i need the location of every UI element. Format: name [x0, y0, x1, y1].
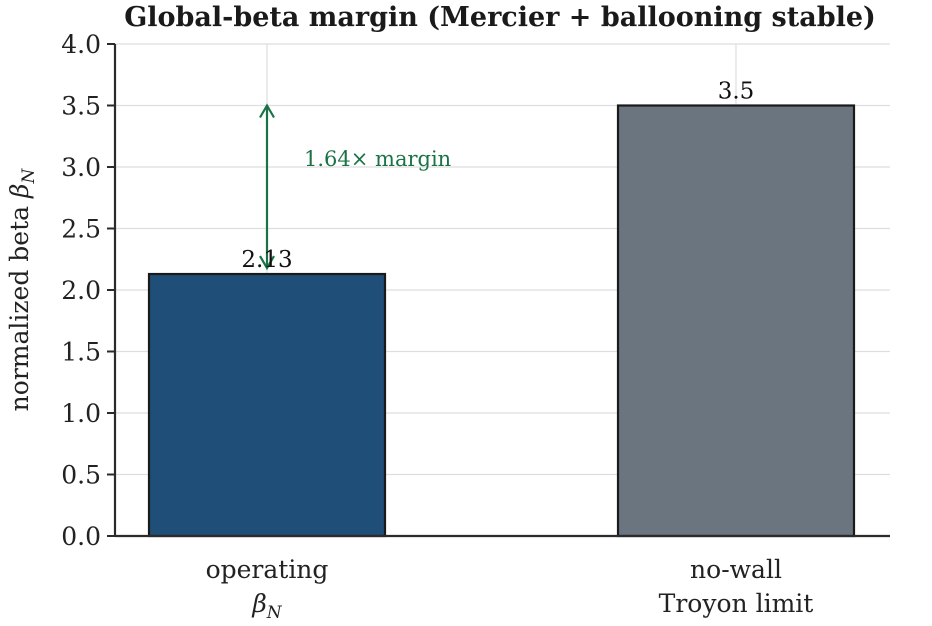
y-tick-label: 1.5 [61, 338, 101, 367]
bar-value-label: 3.5 [718, 79, 755, 105]
y-tick-label: 4.0 [61, 30, 101, 59]
x-category-symbol: βN [251, 589, 282, 623]
margin-arrow-head-up [259, 103, 275, 119]
margin-annotation: 1.64× margin [259, 103, 451, 271]
y-tick-label: 2.5 [61, 215, 101, 244]
bar [147, 272, 387, 538]
y-tick-label: 0.5 [61, 461, 101, 490]
y-tick-label: 0.0 [61, 522, 101, 551]
axes [107, 43, 890, 538]
bars [147, 104, 856, 538]
chart-title: Global-beta margin (Mercier + ballooning… [124, 2, 876, 33]
bar-value-label: 2.13 [241, 247, 292, 273]
margin-annotation-label: 1.64× margin [304, 147, 451, 171]
x-category-label: no-wall [690, 555, 782, 584]
y-axis-label: normalized beta βN [5, 168, 39, 412]
labels: 0.0 0.5 1.0 1.5 2.0 2.5 3.0 3.5 4.0 2.13 3.5 operat… [61, 30, 813, 623]
y-tick-label: 3.5 [61, 92, 101, 121]
y-tick-label: 1.0 [61, 399, 101, 428]
bar [616, 104, 856, 538]
x-category-label: operating [206, 555, 329, 584]
margin-arrow-head-down [259, 255, 275, 271]
x-category-label: Troyon limit [659, 589, 814, 618]
y-tick-label: 2.0 [61, 276, 101, 305]
y-tick-label: 3.0 [61, 153, 101, 182]
